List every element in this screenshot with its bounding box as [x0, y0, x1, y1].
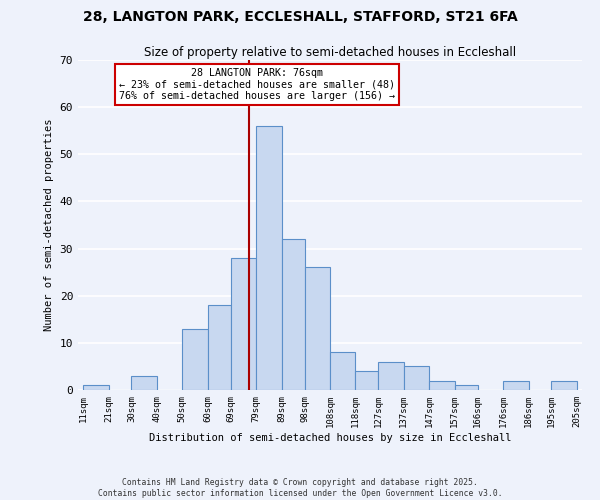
- Title: Size of property relative to semi-detached houses in Eccleshall: Size of property relative to semi-detach…: [144, 46, 516, 59]
- Bar: [551, 380, 577, 390]
- Bar: [131, 376, 157, 390]
- Bar: [281, 239, 305, 390]
- Bar: [429, 380, 455, 390]
- Text: 28 LANGTON PARK: 76sqm
← 23% of semi-detached houses are smaller (48)
76% of sem: 28 LANGTON PARK: 76sqm ← 23% of semi-det…: [119, 68, 395, 102]
- Y-axis label: Number of semi-detached properties: Number of semi-detached properties: [44, 118, 54, 331]
- Text: Contains HM Land Registry data © Crown copyright and database right 2025.
Contai: Contains HM Land Registry data © Crown c…: [98, 478, 502, 498]
- Text: 28, LANGTON PARK, ECCLESHALL, STAFFORD, ST21 6FA: 28, LANGTON PARK, ECCLESHALL, STAFFORD, …: [83, 10, 517, 24]
- Bar: [404, 366, 429, 390]
- Bar: [182, 328, 208, 390]
- Bar: [355, 371, 379, 390]
- X-axis label: Distribution of semi-detached houses by size in Eccleshall: Distribution of semi-detached houses by …: [149, 432, 511, 442]
- Bar: [208, 305, 231, 390]
- Bar: [503, 380, 529, 390]
- Bar: [455, 386, 478, 390]
- Bar: [256, 126, 281, 390]
- Bar: [231, 258, 256, 390]
- Bar: [330, 352, 355, 390]
- Bar: [305, 268, 330, 390]
- Bar: [379, 362, 404, 390]
- Bar: [83, 386, 109, 390]
